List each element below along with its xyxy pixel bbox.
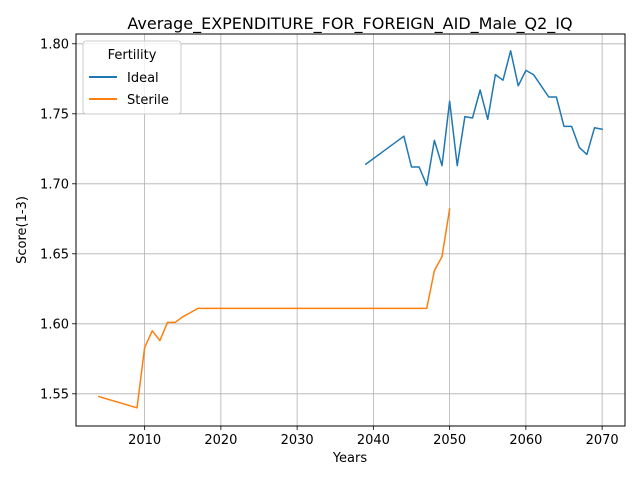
x-tick-label: 2060 (509, 433, 542, 448)
legend-box (82, 40, 182, 115)
x-axis-label: Years (332, 451, 368, 466)
y-tick-label: 1.75 (40, 107, 69, 122)
y-axis-label: Score(1-3) (15, 196, 30, 264)
series-line-sterile (97, 208, 451, 409)
x-tick-label: 2040 (357, 433, 390, 448)
y-tick-label: 1.80 (40, 37, 69, 52)
x-tick-label: 2020 (204, 433, 237, 448)
axis-ticks: 2010 2020 2030 2040 2050 2060 2070 1.55 1.60 1.65… (40, 37, 619, 448)
x-tick-label: 2070 (586, 433, 619, 448)
y-tick-label: 1.55 (40, 387, 69, 402)
legend-title: Fertility (108, 48, 157, 63)
x-tick-label: 2030 (281, 433, 314, 448)
series-line-ideal (364, 50, 604, 186)
y-tick-label: 1.70 (40, 177, 69, 192)
plot-frame (75, 33, 626, 427)
x-tick-label: 2050 (433, 433, 466, 448)
chart-title: Average_EXPENDITURE_FOR_FOREIGN_AID_Male… (127, 14, 572, 34)
x-tick-label: 2010 (128, 433, 161, 448)
y-tick-label: 1.60 (40, 317, 69, 332)
legend-entry-ideal: Ideal (127, 71, 159, 86)
legend: Fertility Ideal Sterile (82, 40, 182, 115)
y-tick-label: 1.65 (40, 247, 69, 262)
series-lines (97, 50, 604, 409)
legend-entry-sterile: Sterile (127, 93, 169, 108)
